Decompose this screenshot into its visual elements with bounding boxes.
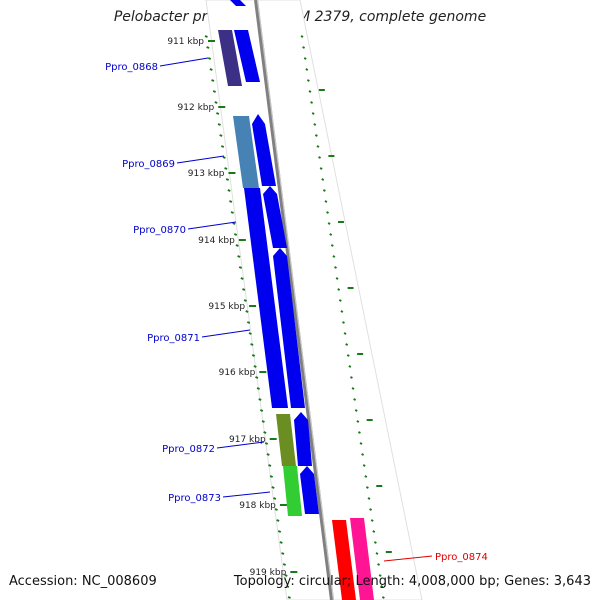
tick-label: 919 kbp <box>250 568 287 578</box>
gene-arrow-ppro-0872[interactable] <box>294 412 312 466</box>
gene-label-ppro-0873[interactable]: Ppro_0873 <box>168 493 221 504</box>
gene-block-ppro-0874[interactable] <box>332 520 356 600</box>
gene-block-ppro-0869[interactable] <box>233 116 259 188</box>
gene-block-ppro-0870[interactable] <box>244 188 288 408</box>
gene-block-ppro-0868[interactable] <box>218 30 242 86</box>
tick-label: 915 kbp <box>208 302 245 312</box>
tick-label: 911 kbp <box>167 37 204 47</box>
gene-arrow-ppro-0873[interactable] <box>300 466 319 514</box>
gene-label-ppro-0868[interactable]: Ppro_0868 <box>105 62 158 73</box>
gene-arrow-ppro-0870[interactable] <box>263 186 287 248</box>
tick-label: 913 kbp <box>188 169 225 179</box>
tick-label: 914 kbp <box>198 236 235 246</box>
tick-label: 916 kbp <box>219 368 256 378</box>
tick-label: 918 kbp <box>239 501 276 511</box>
genome-backbone <box>254 0 334 600</box>
inner-tick-dots <box>204 35 291 599</box>
gene-arrow-ppro-0871[interactable] <box>273 248 305 408</box>
gene-label-ppro-0870[interactable]: Ppro_0870 <box>133 225 186 236</box>
gene-block-ppro-0873[interactable] <box>283 466 302 516</box>
gene-label-ppro-0869[interactable]: Ppro_0869 <box>122 159 175 170</box>
tick-label: 912 kbp <box>178 103 215 113</box>
gene-labels: Ppro_0868 Ppro_0869 Ppro_0870 Ppro_0871 Ppro… <box>105 57 488 563</box>
gene-block-ppro-0872[interactable] <box>276 414 296 466</box>
outer-tick-dots <box>300 35 392 599</box>
gene-arrow-ppro-0868[interactable] <box>234 30 260 82</box>
gene-label-ppro-0872[interactable]: Ppro_0872 <box>162 444 215 455</box>
gene-arrow-ppro-0869[interactable] <box>252 114 276 186</box>
genome-summary: Topology: circular; Length: 4,008,000 bp… <box>233 574 591 589</box>
gene-arrow-ppro-0874[interactable] <box>350 518 374 600</box>
gene-label-ppro-0874[interactable]: Ppro_0874 <box>435 552 488 563</box>
accession-label: Accession: NC_008609 <box>9 574 157 589</box>
tick-label: 917 kbp <box>229 435 266 445</box>
gene-label-ppro-0871[interactable]: Ppro_0871 <box>147 333 200 344</box>
tick-scale: 911 kbp 912 kbp 913 kbp 914 kbp 915 kbp 916 k… <box>167 37 298 578</box>
